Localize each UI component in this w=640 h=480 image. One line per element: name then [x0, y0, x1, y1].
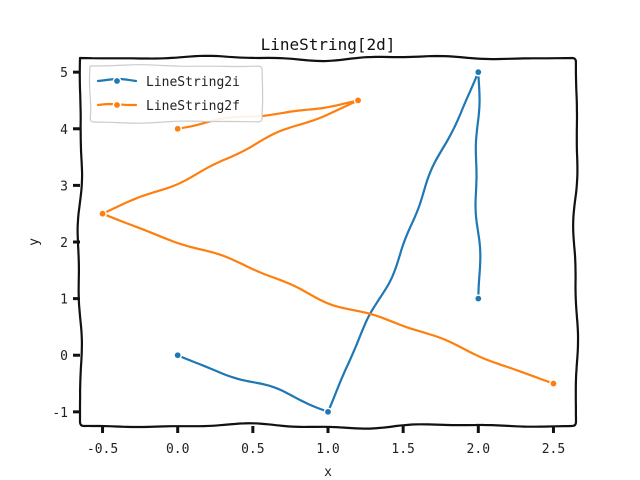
plot-frame — [76, 54, 580, 430]
y-tick-label: 3 — [60, 179, 68, 194]
y-tick-label: 1 — [60, 293, 68, 308]
x-tick-label: -0.5 — [87, 442, 118, 457]
x-tick-label: 1.5 — [391, 442, 414, 457]
legend-box — [88, 64, 264, 124]
legend-marker — [112, 76, 122, 86]
y-tick-label: 5 — [60, 66, 68, 81]
data-point — [474, 294, 483, 303]
y-tick-label: 4 — [60, 123, 68, 138]
x-tick-label: 0.5 — [241, 442, 264, 457]
legend-label: LineString2f — [146, 99, 240, 114]
data-point — [353, 96, 363, 105]
data-point — [98, 209, 107, 218]
series-line-2 — [103, 99, 555, 385]
data-point — [474, 67, 483, 77]
data-point — [173, 124, 182, 134]
y-tick-label: 2 — [60, 236, 68, 251]
legend-marker — [112, 100, 122, 110]
series-layer — [98, 67, 558, 417]
series-line-1 — [176, 73, 482, 412]
data-point — [549, 379, 558, 388]
y-axis-label: y — [27, 238, 42, 246]
x-tick-label: 1.0 — [316, 442, 339, 457]
data-point — [173, 350, 182, 360]
x-tick-label: 2.5 — [542, 442, 565, 457]
x-tick-label: 2.0 — [467, 442, 490, 457]
legend-label: LineString2i — [146, 75, 240, 90]
y-tick-label: 0 — [60, 349, 68, 364]
legend: LineString2i LineString2f — [88, 64, 264, 124]
chart-title: LineString[2d] — [261, 35, 396, 54]
y-tick-label: -1 — [52, 406, 68, 421]
x-tick-label: 0.0 — [166, 442, 189, 457]
data-point — [323, 407, 333, 417]
x-axis-label: x — [324, 465, 332, 480]
axis-ticks: -0.5 0.0 0.5 1.0 1.5 2.0 2.5 -1 0 1 2 3 4 5 — [52, 66, 565, 457]
